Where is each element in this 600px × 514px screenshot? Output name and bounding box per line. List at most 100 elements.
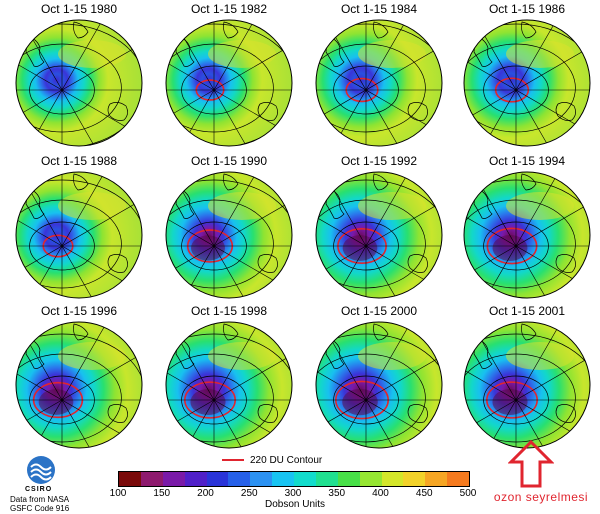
colorbar-ticks: 100 150 200 250 300 350 400 450 500 — [110, 488, 477, 500]
continent-outline — [223, 323, 239, 341]
colorbar-cell — [119, 472, 141, 486]
ozone-panel: Oct 1-15 1984 — [304, 2, 454, 154]
colorbar-cell — [228, 472, 251, 486]
colorbar-tick: 100 — [109, 488, 127, 499]
panel-title: Oct 1-15 1990 — [190, 154, 268, 168]
csiro-logo-icon — [27, 456, 55, 484]
up-arrow-icon — [508, 440, 554, 488]
panel-title: Oct 1-15 1984 — [340, 2, 418, 16]
meridian-line — [316, 339, 442, 448]
panel-title: Oct 1-15 2000 — [340, 304, 418, 318]
panel-title: Oct 1-15 1980 — [40, 2, 118, 16]
continent-outline — [473, 187, 493, 219]
colorbar-tick: 250 — [240, 488, 258, 499]
continent-outline — [407, 102, 428, 121]
continent-outline — [373, 323, 389, 341]
meridian-line — [16, 29, 142, 146]
continent-outline — [25, 187, 45, 219]
csiro-name: CSIRO — [25, 486, 53, 493]
colorbar-cell — [337, 472, 360, 486]
continent-outline — [73, 21, 89, 39]
ozone-panel: Oct 1-15 2001 — [452, 304, 600, 456]
contour-key: 220 DU Contour — [222, 455, 322, 469]
colorbar-tick: 400 — [372, 488, 389, 499]
ozone-field — [464, 172, 590, 298]
colorbar-cell — [140, 472, 163, 486]
ozone-panel: Oct 1-15 2000 — [304, 304, 454, 456]
ozone-panel: Oct 1-15 1988 — [4, 154, 154, 306]
globe-map — [165, 321, 293, 449]
dobson-colorbar — [118, 471, 470, 487]
continent-outline — [25, 337, 45, 369]
colorbar-cell — [250, 472, 273, 486]
continent-outline — [473, 337, 493, 369]
colorbar-cell — [359, 472, 382, 486]
colorbar-tick: 450 — [415, 488, 433, 499]
continent-outline — [223, 173, 239, 191]
continent-outline — [175, 337, 195, 369]
colorbar-cell — [403, 472, 426, 486]
panel-title: Oct 1-15 2001 — [488, 304, 566, 318]
colorbar-tick: 350 — [328, 488, 346, 499]
continent-outline — [373, 173, 389, 191]
continent-outline — [107, 102, 128, 121]
panel-title: Oct 1-15 1988 — [40, 154, 118, 168]
colorbar-units: Dobson Units — [264, 499, 326, 510]
ozone-panel: Oct 1-15 1990 — [154, 154, 304, 306]
continent-outline — [555, 102, 576, 121]
panel-title: Oct 1-15 1992 — [340, 154, 418, 168]
continent-outline — [325, 337, 345, 369]
globe-map — [15, 321, 143, 449]
panel-title: Oct 1-15 1996 — [40, 304, 118, 318]
globe-map — [315, 19, 443, 147]
colorbar-tick: 300 — [284, 488, 302, 499]
panel-title: Oct 1-15 1998 — [190, 304, 268, 318]
continent-outline — [407, 404, 428, 423]
ozone-panel: Oct 1-15 1996 — [4, 304, 154, 456]
continent-outline — [257, 404, 278, 423]
dobson-legend: 220 DU Contour 100 150 200 250 300 350 400 450 5… — [110, 455, 480, 510]
colorbar-cell — [162, 472, 185, 486]
globe-map — [165, 171, 293, 299]
ozone-panel: Oct 1-15 1998 — [154, 304, 304, 456]
contour-key-label: 220 DU Contour — [250, 455, 323, 466]
colorbar-cell — [206, 472, 229, 486]
globe-map — [463, 19, 591, 147]
colorbar-tick: 200 — [197, 488, 214, 499]
continent-outline — [175, 35, 195, 67]
continent-outline — [373, 21, 389, 39]
globe-map — [463, 171, 591, 299]
globe-map — [15, 171, 143, 299]
colorbar-cell — [294, 472, 316, 486]
continent-outline — [325, 187, 345, 219]
ozone-field — [16, 172, 142, 298]
continent-outline — [257, 254, 278, 273]
ozone-panel: Oct 1-15 1982 — [154, 2, 304, 154]
colorbar-tick: 500 — [459, 488, 477, 499]
colorbar-cell — [381, 472, 404, 486]
colorbar-cell — [447, 472, 469, 486]
continent-outline — [257, 102, 278, 121]
ozone-panel: Oct 1-15 1980 — [4, 2, 154, 154]
colorbar-cell — [272, 472, 294, 486]
globe-map — [315, 171, 443, 299]
colorbar-cell — [315, 472, 338, 486]
continent-outline — [521, 21, 537, 39]
ozone-panel: Oct 1-15 1992 — [304, 154, 454, 306]
panel-title: Oct 1-15 1986 — [488, 2, 566, 16]
continent-outline — [407, 254, 428, 273]
continent-outline — [25, 35, 45, 67]
panel-title: Oct 1-15 1994 — [488, 154, 566, 168]
data-credit-line2: GSFC Code 916 — [10, 504, 70, 513]
continent-outline — [223, 21, 239, 39]
globe-map — [315, 321, 443, 449]
meridian-line — [16, 185, 142, 298]
continent-outline — [325, 35, 345, 67]
data-credit: Data from NASA GSFC Code 916 — [10, 495, 69, 513]
ozone-panel: Oct 1-15 1994 — [452, 154, 600, 306]
colorbar-cell — [425, 472, 448, 486]
continent-outline — [521, 173, 537, 191]
continent-outline — [107, 254, 128, 273]
continent-outline — [175, 187, 195, 219]
colorbar-tick: 150 — [153, 488, 171, 499]
